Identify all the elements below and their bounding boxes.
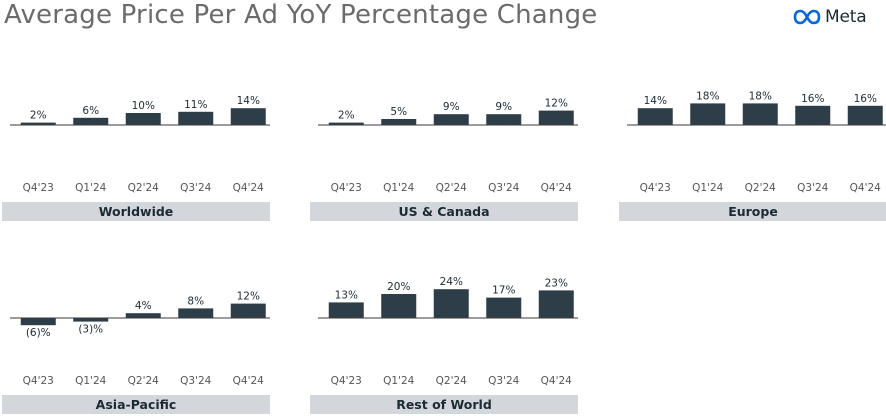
meta-infinity-icon [793, 9, 821, 25]
rest-of-world-bar-q2-24 [433, 289, 469, 318]
europe-title-band [619, 202, 886, 221]
europe-tick-label: Q3'24 [797, 182, 829, 194]
rest-of-world-tick-label: Q3'24 [488, 375, 520, 387]
asia-pacific-tick-label: Q2'24 [128, 375, 160, 387]
worldwide-title-band [2, 202, 270, 221]
asia-pacific-tick-label: Q4'24 [233, 375, 265, 387]
asia-pacific-tick-label: Q1'24 [75, 375, 107, 387]
us-canada-tick-label: Q1'24 [383, 182, 415, 194]
us-canada-tick-label: Q4'23 [331, 182, 362, 194]
asia-pacific-bar-q3-24 [178, 308, 214, 318]
us-canada-value-label: 12% [545, 98, 568, 110]
worldwide-value-label: 6% [82, 105, 99, 117]
europe-value-label: 18% [696, 90, 719, 102]
worldwide-value-label: 11% [184, 99, 207, 111]
rest-of-world-panel-title: Rest of World [396, 397, 492, 412]
us-canada-title-band [310, 202, 578, 221]
page-title: Average Price Per Ad YoY Percentage Chan… [4, 0, 598, 30]
rest-of-world-value-label: 20% [387, 281, 410, 293]
europe-bar-q2-24 [742, 103, 778, 125]
europe-tick-label: Q4'23 [640, 182, 671, 194]
us-canada-tick-label: Q3'24 [488, 182, 520, 194]
asia-pacific-bar-q4-23 [20, 318, 56, 326]
us-canada-tick-label: Q4'24 [541, 182, 573, 194]
asia-pacific-title-band [2, 395, 270, 414]
europe-bar-q3-24 [795, 105, 831, 125]
europe-bar-q1-24 [690, 103, 726, 125]
europe-value-label: 16% [854, 93, 877, 105]
europe-bar-q4-23 [637, 108, 673, 125]
worldwide-bar-q2-24 [125, 113, 161, 125]
brand-name: Meta [825, 7, 867, 27]
rest-of-world-value-label: 17% [492, 285, 515, 297]
asia-pacific-bar-q2-24 [125, 313, 161, 318]
rest-of-world-bar-q3-24 [486, 297, 522, 318]
worldwide-tick-label: Q3'24 [180, 182, 212, 194]
asia-pacific-value-label: 12% [237, 291, 260, 303]
us-canada-panel-title: US & Canada [398, 204, 489, 219]
worldwide-bar-q4-24 [230, 108, 266, 125]
us-canada-value-label: 5% [390, 106, 407, 118]
us-canada-bar-q4-24 [538, 110, 574, 125]
worldwide-tick-label: Q4'23 [23, 182, 54, 194]
us-canada-bar-q3-24 [486, 114, 522, 125]
asia-pacific-panel-title: Asia-Pacific [96, 397, 177, 412]
rest-of-world-value-label: 24% [440, 276, 463, 288]
us-canada-value-label: 9% [443, 101, 460, 113]
us-canada-bar-q1-24 [381, 119, 417, 125]
worldwide-bar-q1-24 [73, 117, 109, 125]
asia-pacific-bar-q4-24 [230, 303, 266, 318]
rest-of-world-tick-label: Q4'24 [541, 375, 573, 387]
europe-value-label: 16% [801, 93, 824, 105]
us-canada-value-label: 9% [495, 101, 512, 113]
asia-pacific-value-label: (3)% [78, 324, 103, 336]
us-canada-bar-q2-24 [433, 114, 469, 125]
rest-of-world-bar-q4-24 [538, 290, 574, 318]
asia-pacific-tick-label: Q4'23 [23, 375, 54, 387]
europe-panel-title: Europe [728, 204, 778, 219]
asia-pacific-value-label: (6)% [26, 327, 51, 339]
worldwide-value-label: 10% [132, 100, 155, 112]
rest-of-world-value-label: 13% [335, 289, 358, 301]
rest-of-world-bar-q1-24 [381, 294, 417, 318]
rest-of-world-tick-label: Q1'24 [383, 375, 415, 387]
asia-pacific-value-label: 4% [135, 300, 152, 312]
rest-of-world-title-band [310, 395, 578, 414]
asia-pacific-tick-label: Q3'24 [180, 375, 212, 387]
europe-tick-label: Q1'24 [692, 182, 724, 194]
asia-pacific-bar-q1-24 [73, 318, 109, 322]
us-canada-bar-q4-23 [328, 122, 364, 125]
worldwide-value-label: 14% [237, 95, 260, 107]
worldwide-tick-label: Q1'24 [75, 182, 107, 194]
worldwide-tick-label: Q2'24 [128, 182, 160, 194]
rest-of-world-bar-q4-23 [328, 302, 364, 318]
meta-logo: Meta [792, 4, 884, 30]
worldwide-bar-q3-24 [178, 111, 214, 125]
us-canada-value-label: 2% [338, 110, 355, 122]
europe-tick-label: Q4'24 [850, 182, 882, 194]
rest-of-world-tick-label: Q2'24 [436, 375, 468, 387]
europe-value-label: 18% [749, 90, 772, 102]
worldwide-panel-title: Worldwide [99, 204, 174, 219]
us-canada-tick-label: Q2'24 [436, 182, 468, 194]
europe-bar-q4-24 [847, 105, 883, 125]
worldwide-bar-q4-23 [20, 122, 56, 125]
worldwide-tick-label: Q4'24 [233, 182, 265, 194]
worldwide-value-label: 2% [30, 110, 47, 122]
asia-pacific-value-label: 8% [187, 295, 204, 307]
europe-value-label: 14% [644, 95, 667, 107]
rest-of-world-tick-label: Q4'23 [331, 375, 362, 387]
europe-tick-label: Q2'24 [745, 182, 777, 194]
rest-of-world-value-label: 23% [545, 277, 568, 289]
